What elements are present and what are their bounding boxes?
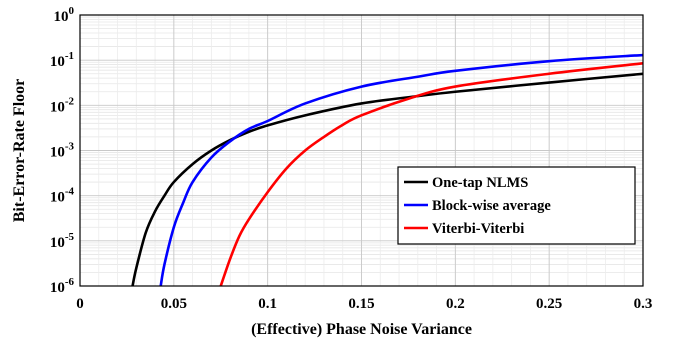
y-tick-label: 10-4: [50, 186, 75, 206]
legend-box: [397, 166, 636, 245]
y-tick-label: 100: [54, 5, 75, 25]
x-tick-label: 0: [76, 296, 84, 312]
legend: One-tap NLMS Block-wise average Viterbi-Vi…: [397, 166, 636, 245]
x-tick-label: 0.15: [348, 296, 374, 312]
x-tick-label: 0.25: [536, 296, 562, 312]
x-tick-label: 0.2: [446, 296, 465, 312]
x-tick-labels: 0 0.05 0.1 0.15 0.2 0.25 0.3: [76, 296, 652, 312]
legend-label: Viterbi-Viterbi: [432, 221, 524, 237]
y-tick-label: 10-5: [50, 231, 75, 251]
y-tick-label: 10-1: [50, 50, 74, 70]
x-tick-label: 0.05: [161, 296, 187, 312]
plot-frame: [79, 14, 644, 287]
x-tick-label: 0.3: [634, 296, 653, 312]
y-tick-labels: 10-6 10-5 10-4 10-3 10-2 10-1 100: [50, 5, 75, 296]
legend-label: Block-wise average: [432, 198, 551, 214]
series-line-viterbi-viterbi: [219, 62, 643, 286]
series-lines: [131, 53, 643, 286]
y-tick-label: 10-2: [50, 95, 75, 115]
x-axis-title: (Effective) Phase Noise Variance: [251, 321, 472, 338]
legend-label: One-tap NLMS: [432, 175, 528, 191]
x-tick-label: 0.1: [258, 296, 277, 312]
series-line-block-wise-average: [159, 53, 643, 286]
y-tick-label: 10-3: [50, 141, 75, 161]
y-axis-title: Bit-Error-Rate Floor: [11, 79, 28, 223]
y-tick-label: 10-6: [50, 276, 75, 296]
